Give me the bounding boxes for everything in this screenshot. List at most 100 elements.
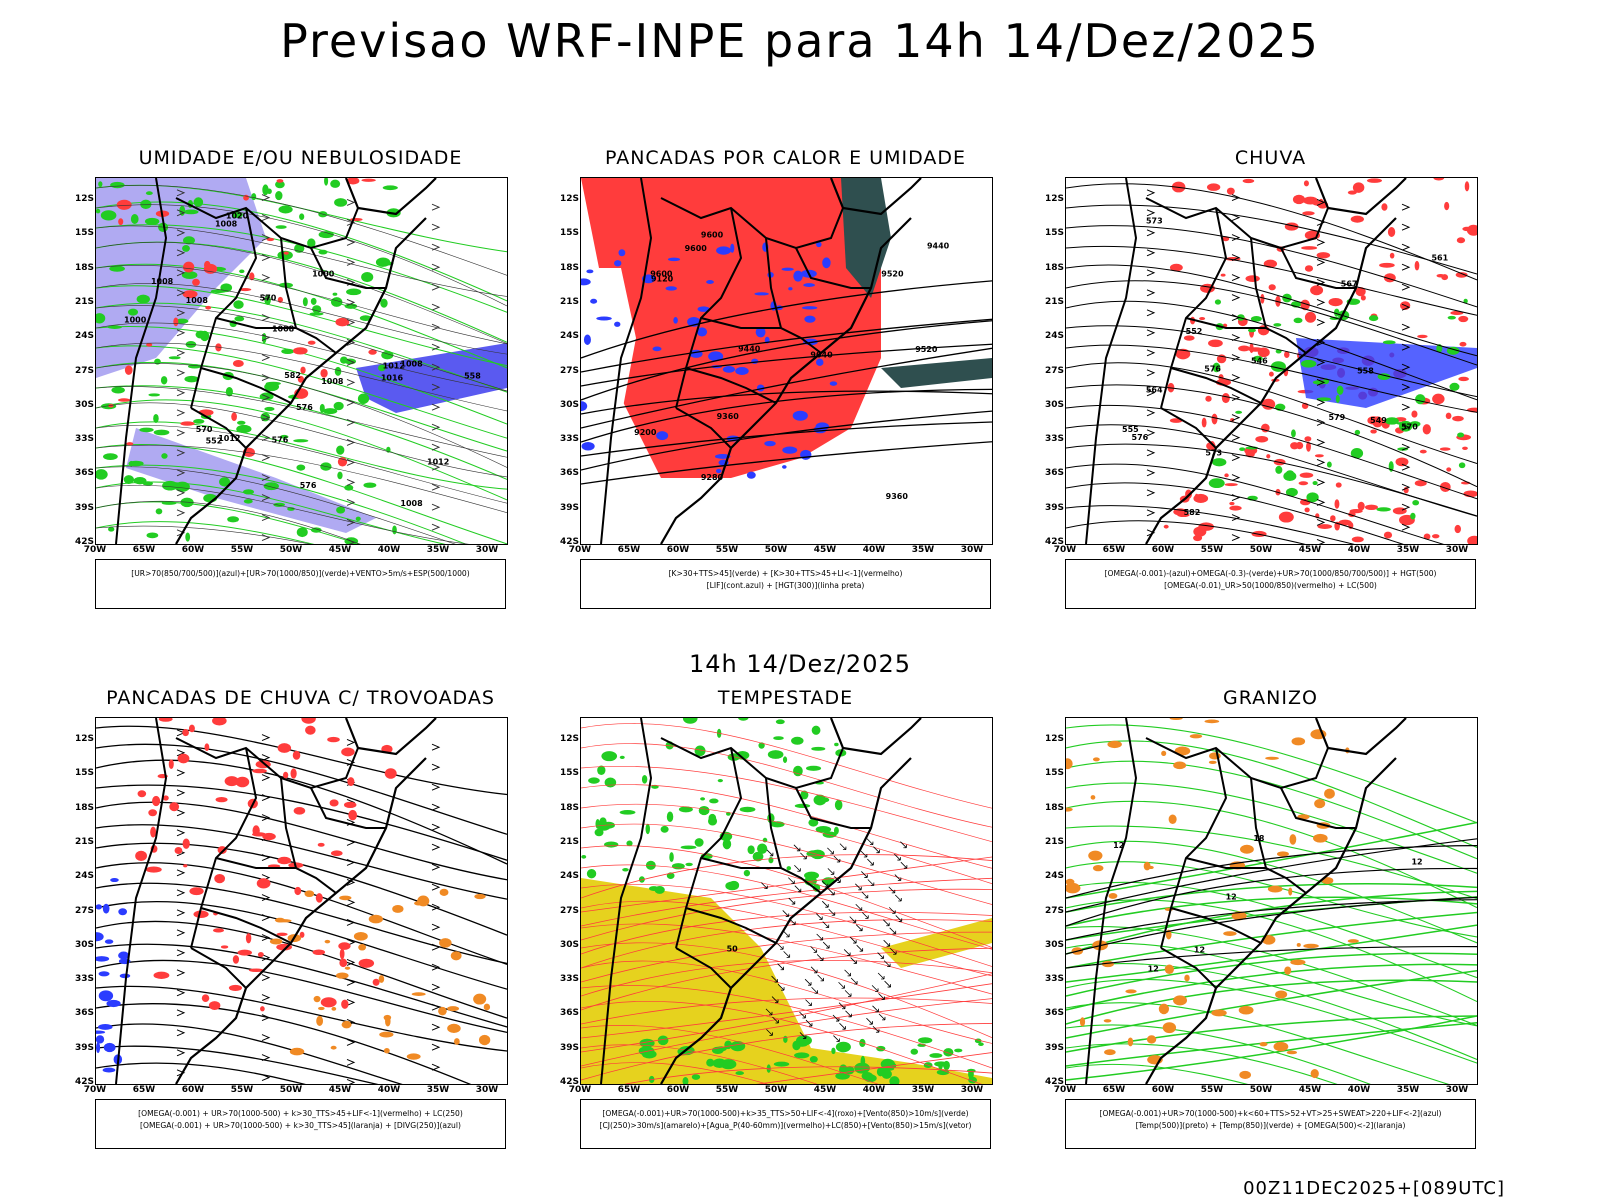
flow-arrow <box>261 914 271 922</box>
rain-cell <box>1462 226 1472 232</box>
flow-arrow <box>1316 518 1326 526</box>
moisture-cell <box>183 209 199 215</box>
longitude-tick: 35W <box>1396 1085 1420 1095</box>
flow-arrow <box>176 309 186 317</box>
storm-cell <box>276 932 288 937</box>
wind-cell <box>917 1037 933 1044</box>
moisture-cell <box>324 178 329 186</box>
rain-cell <box>1422 424 1431 435</box>
latitude-tick: 42S <box>1044 1077 1064 1087</box>
longitude-axis: 70W 65W 60W 55W 50W 45W 40W 35W 30W <box>1054 1085 1476 1097</box>
omega-cell <box>1306 492 1319 503</box>
flow-arrow <box>176 989 186 997</box>
flow-arrow <box>346 538 356 544</box>
wind-vector <box>871 985 879 992</box>
wind-vector <box>822 921 830 929</box>
flow-arrow <box>1146 429 1156 437</box>
thickness-mark <box>232 359 244 368</box>
flow-arrow <box>431 963 441 971</box>
flow-arrow <box>431 203 441 211</box>
longitude-tick: 40W <box>862 1085 886 1095</box>
flow-arrow <box>261 974 271 982</box>
flow-arrow <box>1231 474 1241 482</box>
contour-label: 9600 <box>701 231 724 240</box>
thickness-mark <box>124 365 133 375</box>
latitude-axis: 12S 15S 18S 21S 24S 27S 30S 33S 36S 39S 42S <box>1040 177 1064 547</box>
streamline <box>96 225 507 297</box>
latitude-tick: 36S <box>1044 468 1064 479</box>
wind-cell <box>638 1046 655 1056</box>
lifted-index-cell <box>754 292 769 296</box>
rain-cell <box>1263 259 1278 268</box>
streamline <box>1066 962 1477 1061</box>
lifted-index-cell <box>590 298 598 304</box>
contour-line <box>581 877 992 927</box>
wind-cell <box>978 1042 984 1046</box>
wind-cell <box>597 821 611 831</box>
legend-line: [OMEGA(-0.01)_UR>50(1000/850)(vermelho) … <box>1164 581 1377 590</box>
divergence-cell <box>96 956 110 962</box>
storm-cell <box>312 949 326 956</box>
streamline <box>96 263 507 369</box>
flow-arrow <box>1146 249 1156 257</box>
wind-cell <box>738 718 749 721</box>
flow-arrow <box>1316 238 1326 246</box>
latitude-tick: 21S <box>559 836 579 847</box>
divergence-cell <box>96 1042 101 1054</box>
thunder-cell <box>335 972 349 979</box>
thickness-mark <box>146 343 153 347</box>
rain-cell <box>1379 262 1395 268</box>
thunder-cell <box>289 1047 305 1056</box>
wind-cell <box>773 736 784 741</box>
wind-vector <box>805 999 812 1007</box>
latitude-tick: 33S <box>559 974 579 985</box>
wind-cell <box>669 852 674 863</box>
flow-arrow <box>1146 489 1156 497</box>
longitude-tick: 60W <box>1151 545 1175 555</box>
moisture-cell <box>307 238 316 248</box>
longitude-tick: 70W <box>568 545 592 555</box>
flow-arrow <box>346 238 356 246</box>
moisture-cell <box>111 386 125 394</box>
thunder-cell <box>313 995 321 1003</box>
flow-arrow <box>1231 234 1241 242</box>
wind-vector <box>843 949 851 956</box>
streamline <box>96 424 507 504</box>
rain-cell <box>1445 412 1452 419</box>
hail-cell <box>1189 734 1203 739</box>
rain-cell <box>1230 418 1235 422</box>
flow-arrow <box>431 1063 441 1071</box>
wind-vector <box>810 946 818 953</box>
hail-cell <box>1108 892 1118 899</box>
storm-cell <box>277 856 292 865</box>
lifted-index-cell <box>581 441 595 451</box>
streamline <box>1066 1063 1249 1084</box>
flow-arrow <box>176 349 186 357</box>
wind-vector <box>878 1013 886 1021</box>
thunder-cell <box>344 966 351 970</box>
flow-arrow <box>176 509 186 517</box>
wind-vector <box>900 861 908 869</box>
wind-cell <box>724 1040 733 1050</box>
rain-cell <box>1334 499 1340 509</box>
flow-arrow <box>1146 309 1156 317</box>
rain-cell <box>1335 482 1342 488</box>
thickness-mark <box>173 317 179 327</box>
contour-line <box>1066 979 1477 1025</box>
flow-arrow <box>431 783 441 791</box>
thunder-cell <box>447 1023 461 1033</box>
latitude-tick: 39S <box>1044 1042 1064 1053</box>
moisture-cell <box>225 386 233 397</box>
flow-arrow <box>176 969 186 977</box>
wind-cell <box>794 803 811 808</box>
moisture-cell <box>330 179 341 188</box>
omega-cell <box>1291 429 1296 438</box>
flow-arrow <box>1316 378 1326 386</box>
flow-arrow <box>1401 523 1411 531</box>
flow-arrow <box>1316 438 1326 446</box>
wind-cell <box>586 869 597 879</box>
flow-arrow <box>431 223 441 231</box>
storm-cell <box>248 968 264 972</box>
moisture-cell <box>378 364 386 372</box>
omega-cell <box>1335 394 1340 403</box>
